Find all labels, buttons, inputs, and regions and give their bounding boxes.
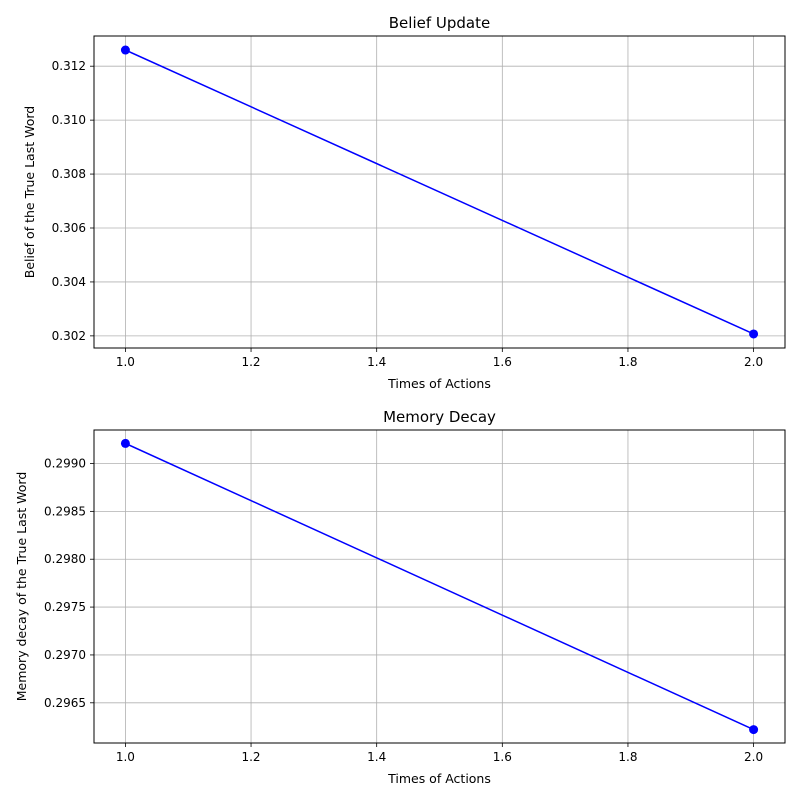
x-axis-label: Times of Actions: [387, 771, 491, 786]
y-tick-label: 0.2965: [44, 696, 86, 710]
y-ticks: 0.2965 0.2970 0.2975 0.2980 0.2985 0.2990: [44, 457, 94, 710]
y-ticks: 0.302 0.304 0.306 0.308 0.310 0.312: [52, 59, 94, 343]
x-ticks: 1.0 1.2 1.4 1.6 1.8 2.0: [116, 348, 763, 369]
plot-frame: [93, 429, 786, 744]
x-tick-label: 1.4: [367, 750, 386, 764]
y-tick-label: 0.308: [52, 167, 86, 181]
x-tick-label: 2.0: [744, 750, 763, 764]
chart-belief-update: 1.0 1.2 1.4 1.6 1.8 2.0 0.3020.3040.3060.3080…: [22, 14, 786, 391]
series-layer: [120, 438, 759, 735]
y-axis-label: Belief of the True Last Word: [22, 106, 37, 278]
x-tick-label: 1.2: [241, 750, 260, 764]
x-tick-label: 1.4: [367, 355, 386, 369]
x-tick-label: 2.0: [744, 355, 763, 369]
chart-memory-decay: 1.0 1.2 1.4 1.6 1.8 2.0 0.29650.29700.29750.2…: [14, 408, 786, 786]
data-point: [749, 329, 759, 339]
plot-frame: [93, 35, 786, 349]
y-tick-label: 0.2985: [44, 504, 86, 518]
x-tick-label: 1.8: [618, 355, 637, 369]
y-axis-label: Memory decay of the True Last Word: [14, 472, 29, 702]
data-point: [120, 45, 130, 55]
x-tick-label: 1.6: [493, 355, 512, 369]
x-axis-label: Times of Actions: [387, 376, 491, 391]
grid: [94, 36, 785, 348]
x-ticks: 1.0 1.2 1.4 1.6 1.8 2.0: [116, 743, 763, 764]
data-point: [120, 438, 130, 448]
chart-title: Belief Update: [389, 14, 490, 32]
y-tick-label: 0.304: [52, 275, 86, 289]
y-tick-label: 0.2970: [44, 648, 86, 662]
x-tick-label: 1.0: [116, 355, 135, 369]
y-tick-label: 0.302: [52, 329, 86, 343]
y-tick-label: 0.2990: [44, 457, 86, 471]
data-point: [749, 725, 759, 735]
x-tick-label: 1.0: [116, 750, 135, 764]
y-tick-label: 0.310: [52, 113, 86, 127]
series-layer: [120, 45, 759, 339]
series-line: [125, 442, 754, 731]
y-tick-label: 0.2975: [44, 600, 86, 614]
series-line: [125, 49, 754, 335]
y-tick-label: 0.306: [52, 221, 86, 235]
y-tick-label: 0.312: [52, 59, 86, 73]
chart-title: Memory Decay: [383, 408, 496, 426]
y-tick-label: 0.2980: [44, 552, 86, 566]
grid: [94, 430, 785, 743]
x-tick-label: 1.2: [241, 355, 260, 369]
x-tick-label: 1.8: [618, 750, 637, 764]
x-tick-label: 1.6: [493, 750, 512, 764]
